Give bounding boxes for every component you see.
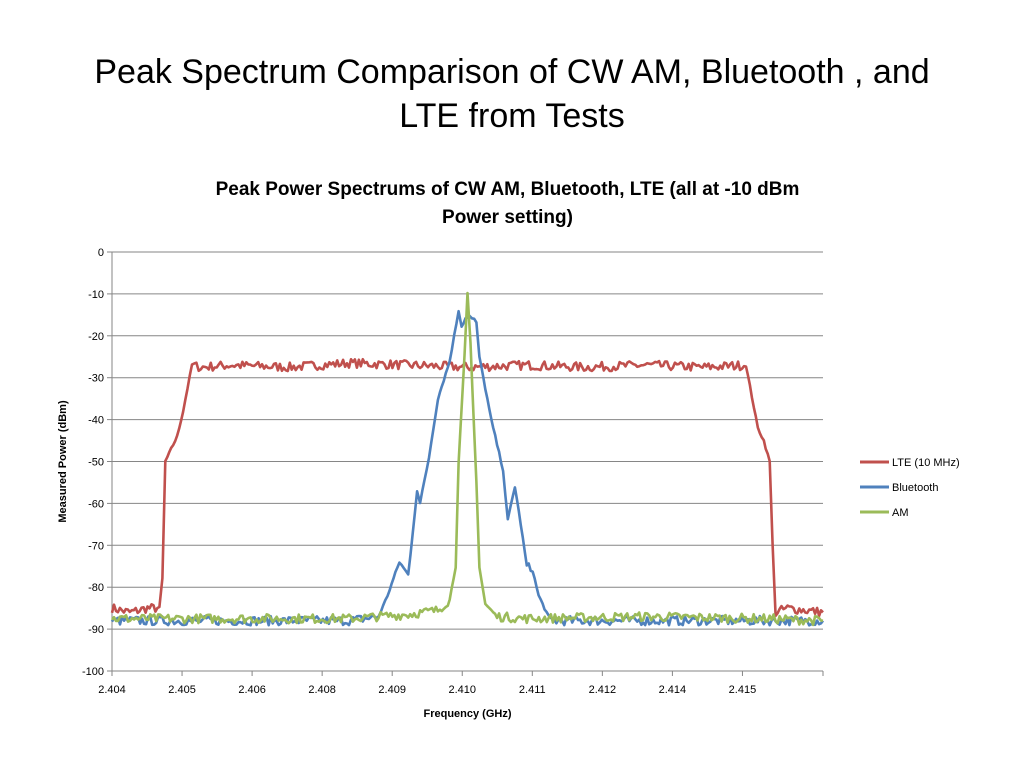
y-tick-label: -100 xyxy=(82,666,104,678)
y-tick-label: -10 xyxy=(88,289,104,301)
y-tick-label: -30 xyxy=(88,373,104,385)
y-tick-label: -60 xyxy=(88,498,104,510)
chart-axes: 0 -10 -20 -30 -40 -50 -60 -70 -80 -90 -100 2.404 2.4… xyxy=(57,247,824,720)
x-tick-label: 2.405 xyxy=(168,684,196,696)
y-tick-label: -70 xyxy=(88,540,104,552)
legend-label-bluetooth: Bluetooth xyxy=(892,482,938,494)
y-tick-label: -80 xyxy=(88,582,104,594)
y-tick-label: 0 xyxy=(98,247,104,259)
legend-label-am: AM xyxy=(892,507,909,519)
chart-legend: LTE (10 MHz) Bluetooth AM xyxy=(860,457,960,519)
x-tick-label: 2.412 xyxy=(589,684,617,696)
y-tick-label: -40 xyxy=(88,415,104,427)
chart-title-line1: Peak Power Spectrums of CW AM, Bluetooth… xyxy=(215,179,800,200)
chart-title: Peak Power Spectrums of CW AM, Bluetooth… xyxy=(150,176,865,232)
x-axis-title: Frequency (GHz) xyxy=(423,708,511,720)
chart-grid xyxy=(112,251,823,672)
series-line-am xyxy=(110,291,824,627)
chart-title-line2: Power setting) xyxy=(442,207,573,228)
x-tick-label: 2.408 xyxy=(308,684,336,696)
series-line-bluetooth xyxy=(110,309,825,627)
slide-title: Peak Spectrum Comparison of CW AM, Bluet… xyxy=(40,50,984,138)
slide-title-line1: Peak Spectrum Comparison of CW AM, Bluet… xyxy=(94,53,930,91)
y-tick-label: -50 xyxy=(88,457,104,469)
y-tick-label: -90 xyxy=(88,624,104,636)
legend-label-lte-10-mhz: LTE (10 MHz) xyxy=(892,457,960,469)
slide-title-line2: LTE from Tests xyxy=(399,97,625,135)
x-tick-label: 2.411 xyxy=(519,684,546,696)
x-tick-label: 2.415 xyxy=(729,684,757,696)
y-axis-title: Measured Power (dBm) xyxy=(57,400,69,523)
chart-series xyxy=(110,291,825,627)
series-line-lte-10-mhz xyxy=(110,357,824,618)
x-tick-label: 2.410 xyxy=(448,684,476,696)
x-tick-label: 2.414 xyxy=(659,684,687,696)
x-tick-label: 2.406 xyxy=(238,684,266,696)
x-tick-label: 2.409 xyxy=(378,684,406,696)
y-tick-label: -20 xyxy=(88,331,104,343)
x-tick-label: 2.404 xyxy=(98,684,126,696)
